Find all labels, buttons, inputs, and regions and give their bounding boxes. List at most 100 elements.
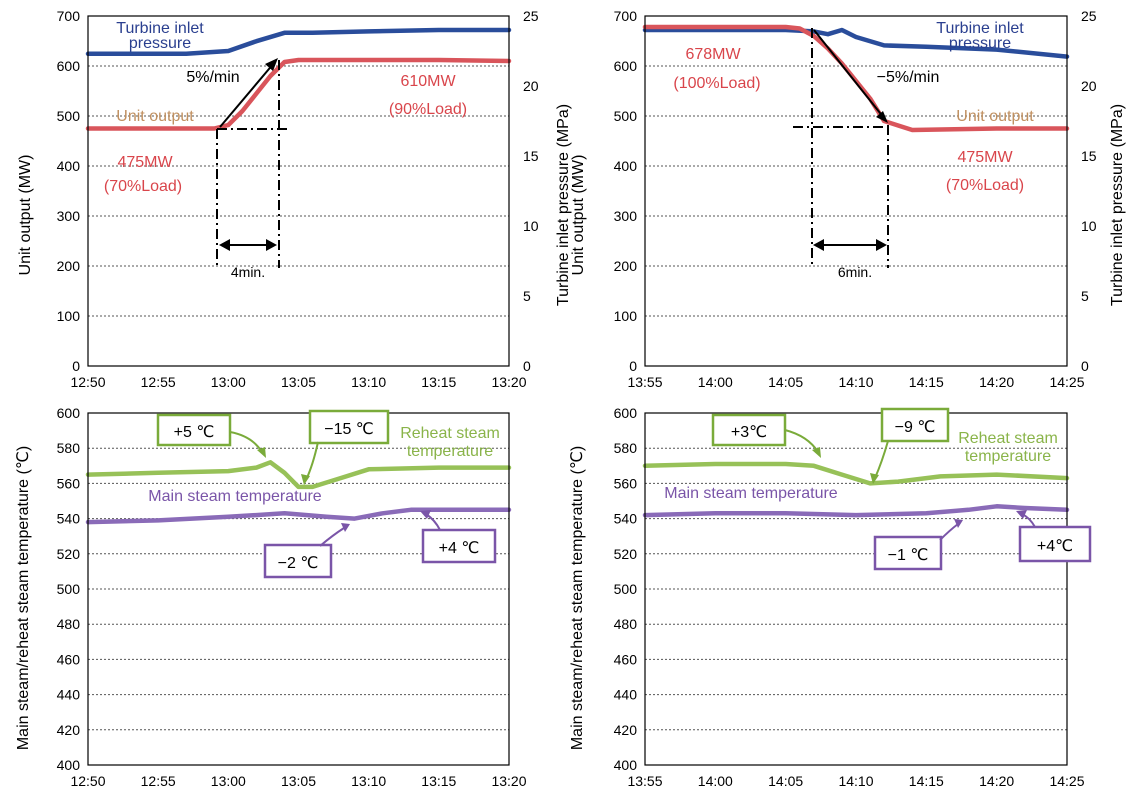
x-tick-label: 13:10 [351,374,386,390]
y-tick-label: 460 [614,651,638,667]
tr-duration: 6min. [838,264,872,280]
y-tick-label: 0 [72,358,80,374]
y2-tick-label: 20 [1081,78,1097,94]
bl-ylabel: Main steam/reheat steam temperature (℃) [15,446,32,750]
br-frame [644,412,1068,766]
x-tick-label: 12:55 [141,773,176,789]
tl-pressure-label-1: Turbine inlet [116,20,204,37]
bottom-right-chart: 13:55 14:00 14:05 14:10 14:15 14:20 14:25 4004… [569,405,1092,789]
y-tick-label: 600 [614,58,638,74]
y-tick-label: 560 [614,475,638,491]
x-tick-label: 13:55 [627,374,662,390]
x-tick-label: 13:00 [211,374,246,390]
x-tick-label: 13:00 [211,773,246,789]
tl-series [85,27,512,131]
y-tick-label: 560 [57,475,81,491]
br-box-2: −9 ℃ [880,407,950,443]
x-tick-label: 13:05 [281,773,316,789]
series-line-main-steam-temperature [642,504,1070,518]
tr-frame [644,15,1068,367]
y-tick-label: 440 [614,687,638,703]
tl-y-ticks: 0 100 200 300 400 500 600 700 [57,8,81,374]
y-tick-label: 460 [57,651,81,667]
tr-guides [793,28,889,268]
top-right-chart: 13:55 14:00 14:05 14:10 14:15 14:20 14:25 0100… [570,8,1126,390]
x-tick-label: 13:15 [421,773,456,789]
y-tick-label: 580 [57,440,81,456]
y-tick-label: 200 [57,258,81,274]
x-tick-label: 14:25 [1049,773,1084,789]
y-tick-label: 540 [57,511,81,527]
br-box-2-text: −9 ℃ [895,419,936,436]
x-tick-label: 14:10 [838,773,873,789]
tr-start-value: 678MW [685,46,741,63]
y-tick-label: 500 [614,108,638,124]
y-tick-label: 700 [614,8,638,24]
y2-tick-label: 20 [523,78,539,94]
tl-end-load: (90%Load) [389,101,467,118]
tr-ylabel: Unit output (MW) [570,155,587,276]
tl-rate: 5%/min [186,69,239,86]
y-tick-label: 480 [614,616,638,632]
x-tick-label: 12:55 [141,374,176,390]
br-arrows [784,429,1036,541]
y-tick-label: 500 [614,581,638,597]
y-tick-label: 500 [57,581,81,597]
tr-rate: −5%/min [877,69,940,86]
tl-frame [87,15,510,367]
y2-tick-label: 5 [1081,288,1089,304]
x-tick-label: 12:50 [70,773,105,789]
tr-y-ticks: 0 100 200 300 400 500 600 700 [614,8,638,374]
y-tick-label: 480 [57,616,81,632]
bl-box-1: +5 ℃ [156,413,232,447]
x-tick-label: 13:10 [351,773,386,789]
x-tick-label: 12:50 [70,374,105,390]
series-line-main-steam-temperature [85,507,512,525]
y-tick-label: 420 [614,722,638,738]
x-tick-label: 13:15 [421,374,456,390]
bl-main-label: Main steam temperature [148,488,322,505]
y-tick-label: 580 [614,440,638,456]
bl-frame [87,412,510,766]
tr-output-label: Unit output [956,108,1034,125]
br-box-1-text: +3℃ [731,424,767,441]
tl-y2-ticks: 0 5 10 15 20 25 [523,8,539,374]
x-tick-label: 14:15 [909,374,944,390]
bl-series [85,460,512,525]
y-tick-label: 420 [57,722,81,738]
y2-tick-label: 0 [523,358,531,374]
tl-duration: 4min. [231,264,265,280]
x-tick-label: 14:00 [698,773,733,789]
y-tick-label: 200 [614,258,638,274]
y-tick-label: 600 [614,405,638,421]
tr-end-load: (70%Load) [946,177,1024,194]
x-tick-label: 14:15 [909,773,944,789]
tr-y2label: Turbine inlet pressure (MPa) [1109,104,1126,306]
br-x-ticks: 13:55 14:00 14:05 14:10 14:15 14:20 14:25 [627,773,1084,789]
tl-guides [216,58,290,268]
bl-box-4-text: +4 ℃ [439,540,480,557]
br-box-1: +3℃ [711,413,787,447]
br-main-label: Main steam temperature [664,485,838,502]
bl-box-2: −15 ℃ [308,409,390,445]
x-tick-label: 14:05 [768,773,803,789]
bl-reheat-label-2: temperature [407,443,493,460]
tl-ylabel: Unit output (MW) [17,155,34,276]
y2-tick-label: 25 [523,8,539,24]
y-tick-label: 400 [57,158,81,174]
bl-box-2-text: −15 ℃ [324,421,374,438]
y-tick-label: 600 [57,405,81,421]
y-tick-label: 400 [614,158,638,174]
tr-start-load: (100%Load) [673,75,760,92]
top-left-chart: 12:50 12:55 13:00 13:05 13:10 13:15 13:20 0100… [17,8,572,390]
tl-start-load: (70%Load) [104,178,182,195]
bottom-left-chart: 12:50 12:55 13:00 13:05 13:10 13:15 13:20 4004… [15,405,527,789]
x-tick-label: 14:10 [838,374,873,390]
y2-tick-label: 15 [1081,148,1097,164]
y-tick-label: 400 [57,757,81,773]
y-tick-label: 500 [57,108,81,124]
series-line-reheat-steam-temperature [642,461,1070,486]
y2-tick-label: 15 [523,148,539,164]
tl-pressure-label-2: pressure [129,35,191,52]
y-tick-label: 700 [57,8,81,24]
